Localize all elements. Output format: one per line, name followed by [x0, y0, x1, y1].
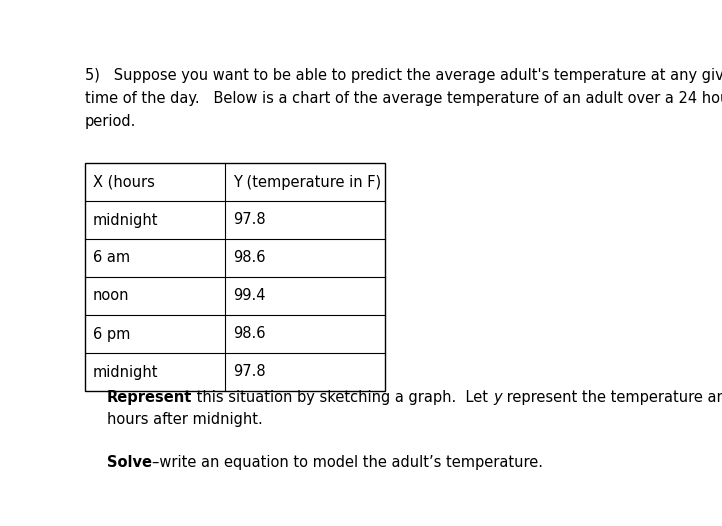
Text: y: y [493, 390, 502, 405]
Text: 98.6: 98.6 [233, 250, 266, 266]
Text: 6 am: 6 am [93, 250, 130, 266]
Text: midnight: midnight [93, 365, 159, 379]
Text: 98.6: 98.6 [233, 327, 266, 341]
Text: 6 pm: 6 pm [93, 327, 131, 341]
Text: –write an equation to model the adult’s temperature.: –write an equation to model the adult’s … [152, 455, 543, 470]
Text: 97.8: 97.8 [233, 213, 266, 228]
Text: 99.4: 99.4 [233, 288, 266, 304]
Text: Solve: Solve [107, 455, 152, 470]
Text: Y (temperature in F): Y (temperature in F) [233, 175, 381, 189]
Text: period.: period. [85, 114, 136, 129]
Text: noon: noon [93, 288, 129, 304]
Text: 97.8: 97.8 [233, 365, 266, 379]
Text: represent the temperature and: represent the temperature and [502, 390, 722, 405]
Text: 5)   Suppose you want to be able to predict the average adult's temperature at a: 5) Suppose you want to be able to predic… [85, 68, 722, 83]
Text: Represent: Represent [107, 390, 192, 405]
Text: hours after midnight.: hours after midnight. [107, 412, 263, 427]
Text: time of the day.   Below is a chart of the average temperature of an adult over : time of the day. Below is a chart of the… [85, 91, 722, 106]
Bar [85, 163, 385, 391]
Text: midnight: midnight [93, 213, 159, 228]
Text: X (hours: X (hours [93, 175, 155, 189]
Text: this situation by sketching a graph.  Let: this situation by sketching a graph. Let [192, 390, 493, 405]
